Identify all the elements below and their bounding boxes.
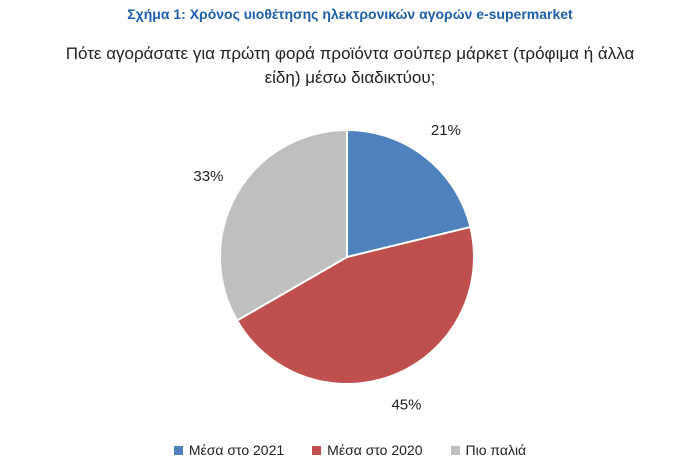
legend-label: Πιο παλιά bbox=[465, 442, 527, 458]
pie-slice bbox=[219, 128, 348, 322]
data-label: 21% bbox=[431, 122, 461, 139]
legend: Μέσα στο 2021 Μέσα στο 2020 Πιο παλιά bbox=[0, 442, 700, 458]
legend-item: Μέσα στο 2021 bbox=[173, 442, 285, 458]
legend-item: Πιο παλιά bbox=[450, 442, 527, 458]
chart-subtitle: Πότε αγοράσατε για πρώτη φορά προϊόντα σ… bbox=[65, 44, 635, 87]
data-label: 33% bbox=[193, 168, 223, 185]
legend-swatch bbox=[173, 445, 183, 455]
legend-item: Μέσα στο 2020 bbox=[312, 442, 423, 458]
legend-swatch bbox=[312, 445, 322, 455]
chart-title: Σχήμα 1: Χρόνος υιοθέτησης ηλεκτρονικών … bbox=[127, 6, 573, 22]
legend-label: Μέσα στο 2020 bbox=[327, 442, 423, 458]
legend-swatch bbox=[450, 445, 460, 455]
pie-slice bbox=[235, 225, 475, 385]
pie-slice bbox=[346, 128, 472, 259]
legend-label: Μέσα στο 2021 bbox=[188, 442, 285, 458]
data-label: 45% bbox=[391, 397, 421, 414]
